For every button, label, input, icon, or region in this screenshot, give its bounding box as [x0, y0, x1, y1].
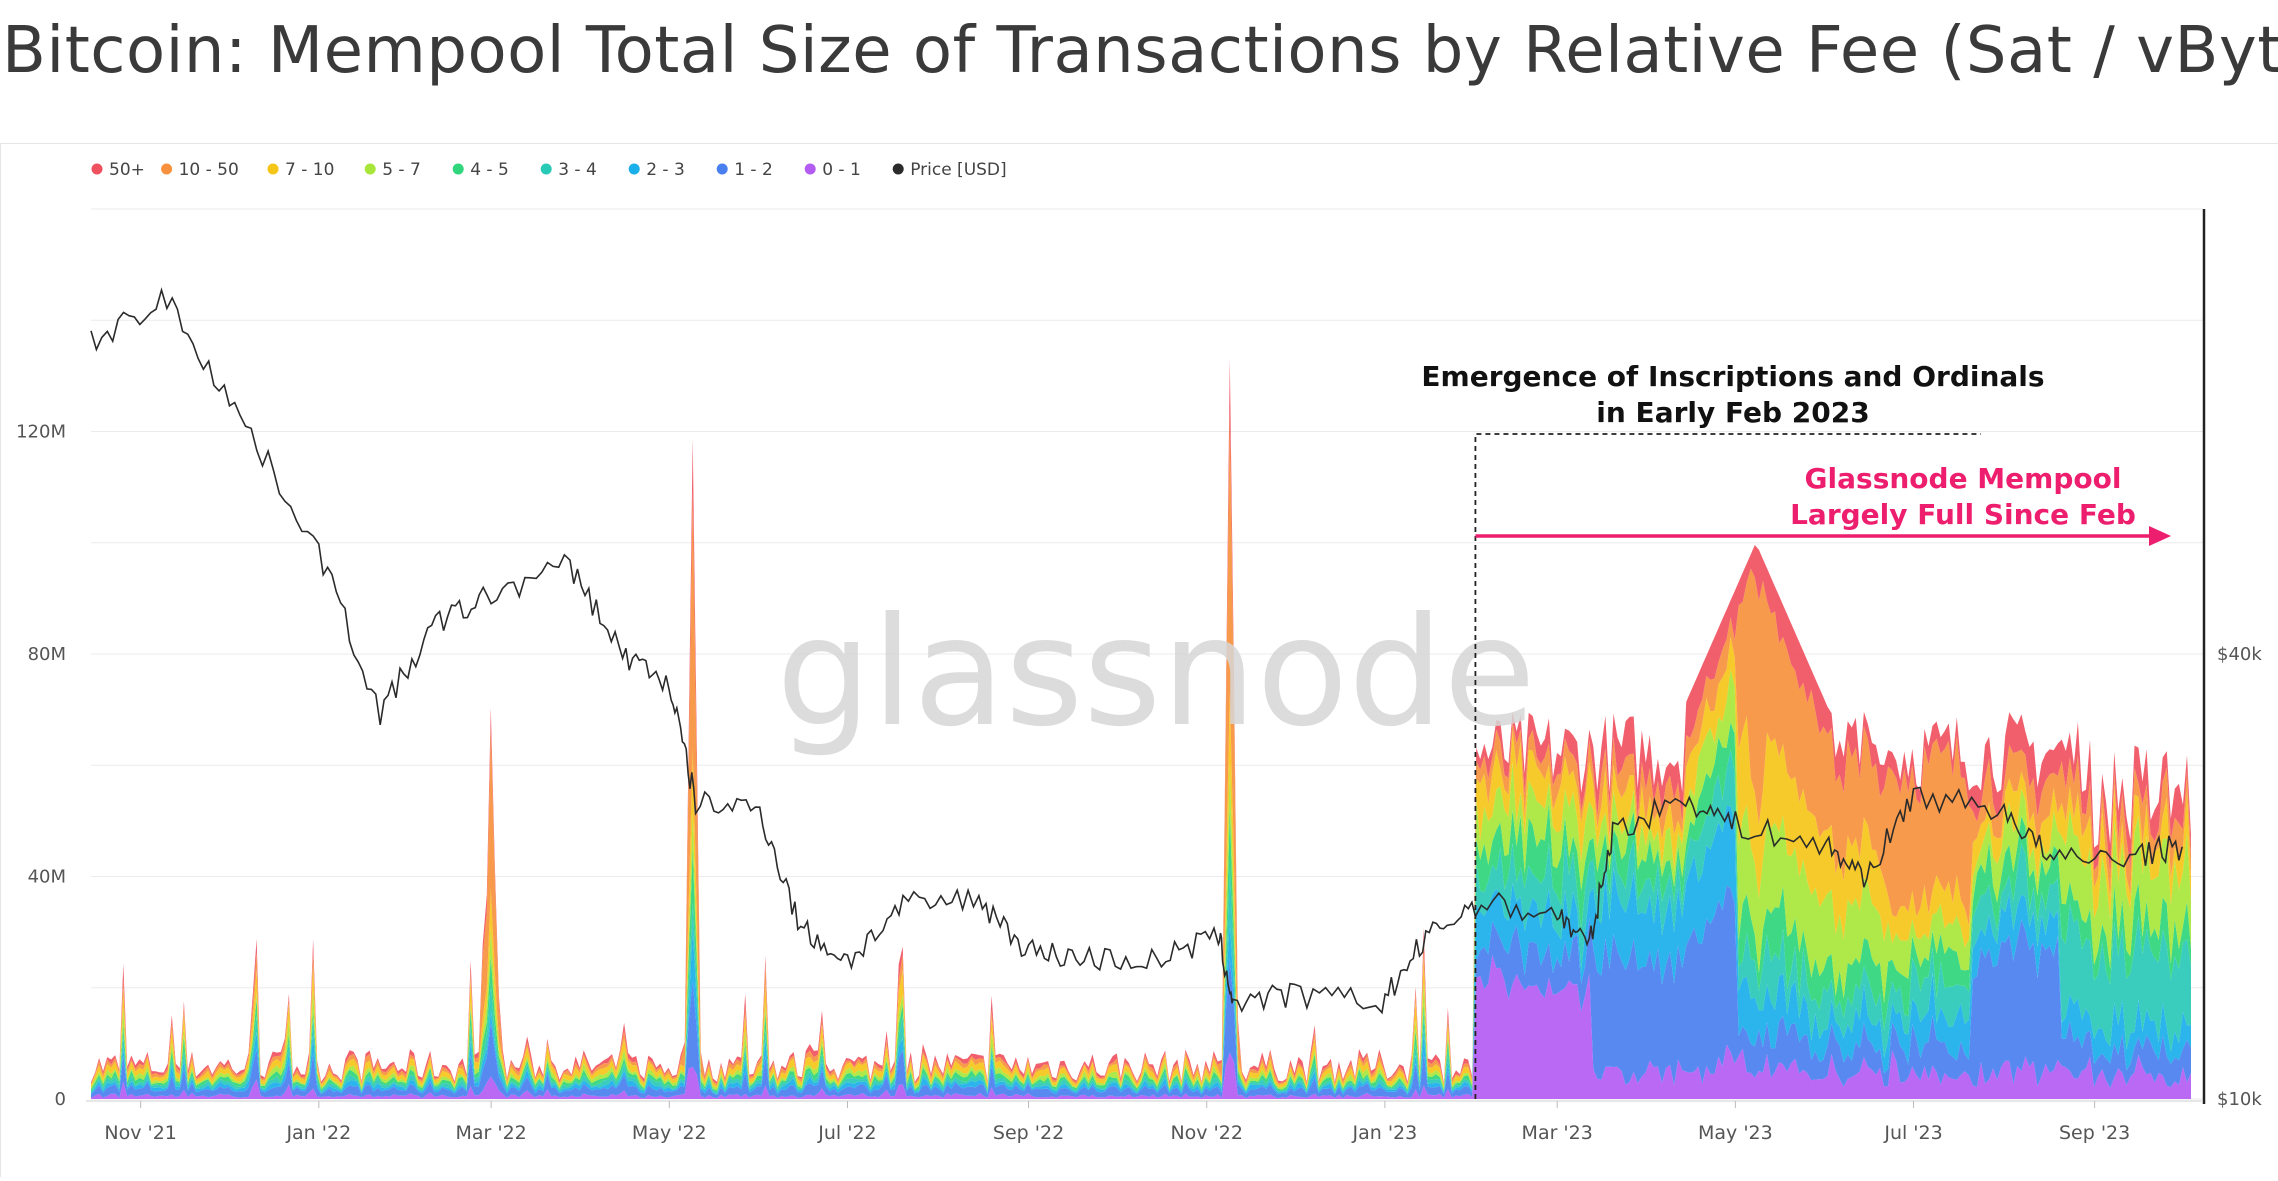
x-tick-label: Jan '23 — [1352, 1122, 1418, 1144]
stacked-areas — [91, 358, 2191, 1099]
x-tick-label: May '23 — [1698, 1122, 1773, 1144]
page-title: Bitcoin: Mempool Total Size of Transacti… — [2, 14, 2278, 88]
legend-label: Price [USD] — [910, 160, 1006, 180]
annotation-text-1: Emergence of Inscriptions and Ordinals — [1421, 360, 2044, 393]
legend-swatch — [540, 163, 552, 175]
legend-label: 7 - 10 — [285, 160, 334, 180]
y-left-tick-label: 120M — [16, 422, 66, 443]
annotation-arrow-head — [2149, 526, 2171, 546]
legend-label: 10 - 50 — [179, 160, 239, 180]
legend-swatch — [161, 163, 173, 175]
legend-swatch — [892, 163, 904, 175]
mempool-chart: 50+ 10 - 50 7 - 10 5 - 7 4 - 5 3 - 4 2 - 3 1 - … — [16, 160, 2262, 1144]
y-right-tick-label: $40k — [2217, 644, 2262, 665]
axes: 0 40M 80M 120M $10k $40k Nov '21 Jan '22 Mar '22… — [16, 209, 2262, 1144]
y-left-tick-label: 80M — [28, 644, 66, 665]
chart-frame: 50+ 10 - 50 7 - 10 5 - 7 4 - 5 3 - 4 2 - 3 1 - … — [0, 143, 2278, 1177]
x-tick-label: Mar '22 — [455, 1122, 526, 1144]
legend-swatch — [804, 163, 816, 175]
annotation-text-2: in Early Feb 2023 — [1596, 396, 1869, 429]
legend-swatch — [91, 163, 103, 175]
x-tick-label: Sep '22 — [993, 1122, 1064, 1144]
x-tick-label: Nov '22 — [1170, 1122, 1243, 1144]
legend-label: 2 - 3 — [646, 160, 685, 180]
legend-swatch — [267, 163, 279, 175]
area-band — [91, 955, 2191, 1099]
legend-item: 7 - 10 — [267, 160, 334, 180]
legend-item: Price [USD] — [892, 160, 1007, 180]
legend-label: 4 - 5 — [470, 160, 509, 180]
legend-label: 3 - 4 — [558, 160, 597, 180]
legend: 50+ 10 - 50 7 - 10 5 - 7 4 - 5 3 - 4 2 - 3 1 - … — [91, 160, 1007, 180]
y-left-tick-label: 0 — [55, 1089, 66, 1110]
annotation-text-4: Largely Full Since Feb — [1790, 498, 2136, 531]
legend-label: 1 - 2 — [734, 160, 773, 180]
legend-swatch — [452, 163, 464, 175]
x-tick-label: Jan '22 — [285, 1122, 351, 1144]
legend-item: 0 - 1 — [804, 160, 861, 180]
x-tick-label: Mar '23 — [1522, 1122, 1593, 1144]
price-series-line — [90, 287, 2183, 1015]
watermark: glassnode — [776, 586, 1535, 760]
annotation-bracket — [1474, 433, 1981, 1099]
legend-item: 5 - 7 — [364, 160, 421, 180]
legend-swatch — [364, 163, 376, 175]
legend-label: 50+ — [109, 160, 145, 180]
legend-item: 2 - 3 — [628, 160, 685, 180]
y-left-tick-label: 40M — [28, 867, 66, 888]
area-band — [91, 669, 2191, 1091]
x-tick-label: Nov '21 — [104, 1122, 177, 1144]
y-right-tick-label: $10k — [2217, 1089, 2262, 1110]
legend-label: 5 - 7 — [382, 160, 421, 180]
x-tick-label: Jul '22 — [817, 1122, 876, 1144]
x-tick-label: Sep '23 — [2059, 1122, 2130, 1144]
legend-label: 0 - 1 — [822, 160, 861, 180]
legend-item: 1 - 2 — [716, 160, 773, 180]
area-band — [91, 885, 2191, 1099]
legend-item: 3 - 4 — [540, 160, 597, 180]
annotation-text-3: Glassnode Mempool — [1805, 462, 2122, 495]
legend-swatch — [716, 163, 728, 175]
legend-item: 4 - 5 — [452, 160, 509, 180]
x-tick-label: May '22 — [632, 1122, 707, 1144]
x-tick-label: Jul '23 — [1883, 1122, 1942, 1144]
legend-swatch — [628, 163, 640, 175]
annotations: Emergence of Inscriptions and Ordinalsin… — [1421, 360, 2171, 1099]
legend-item: 50+ — [91, 160, 145, 180]
price-line — [90, 287, 2183, 1015]
legend-item: 10 - 50 — [161, 160, 239, 180]
